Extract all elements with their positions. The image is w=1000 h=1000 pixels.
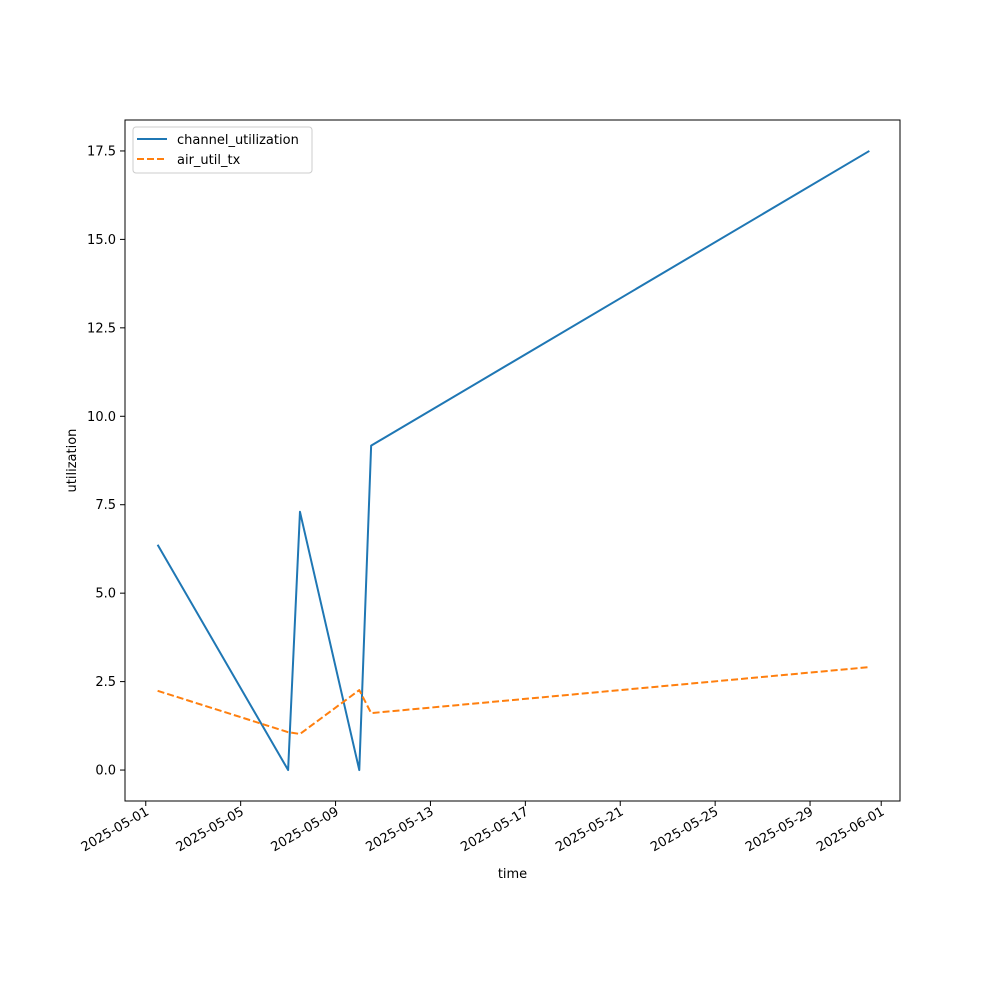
legend-box (132, 126, 313, 174)
y-tick-label: 0.0 (95, 764, 116, 779)
x-tick-label: 2025-05-29 (743, 804, 816, 855)
series-layer (156, 150, 870, 772)
x-tick-label: 2025-05-13 (364, 804, 437, 855)
x-tick-label: 2025-05-05 (174, 804, 247, 855)
y-tick-label: 5.0 (95, 587, 116, 602)
x-tick-label: 2025-05-25 (648, 804, 721, 855)
axes-frame (124, 119, 901, 802)
x-tick-label: 2025-06-01 (814, 804, 887, 855)
series-line-air_util_tx (157, 666, 870, 735)
y-tick-label: 2.5 (95, 675, 116, 690)
y-tick-label: 17.5 (87, 144, 116, 159)
x-tick-label: 2025-05-01 (79, 804, 152, 855)
legend-label: channel_utilization (177, 133, 299, 148)
x-tick-label: 2025-05-09 (269, 804, 342, 855)
x-tick-label: 2025-05-17 (458, 804, 531, 855)
axes (124, 119, 901, 802)
y-tick-label: 12.5 (87, 321, 116, 336)
x-axis-title: time (498, 867, 527, 882)
plot-background (125, 120, 900, 801)
y-axis-title: utilization (65, 429, 80, 493)
series-line-channel_utilization (156, 150, 870, 772)
y-tick-label: 15.0 (87, 233, 116, 248)
y-tick-label: 10.0 (87, 410, 116, 425)
plot-area (125, 120, 900, 801)
x-tick-label: 2025-05-21 (553, 804, 626, 855)
y-tick-label: 7.5 (95, 498, 116, 513)
legend: channel_utilization air_util_tx (132, 126, 313, 174)
legend-label: air_util_tx (177, 153, 241, 168)
